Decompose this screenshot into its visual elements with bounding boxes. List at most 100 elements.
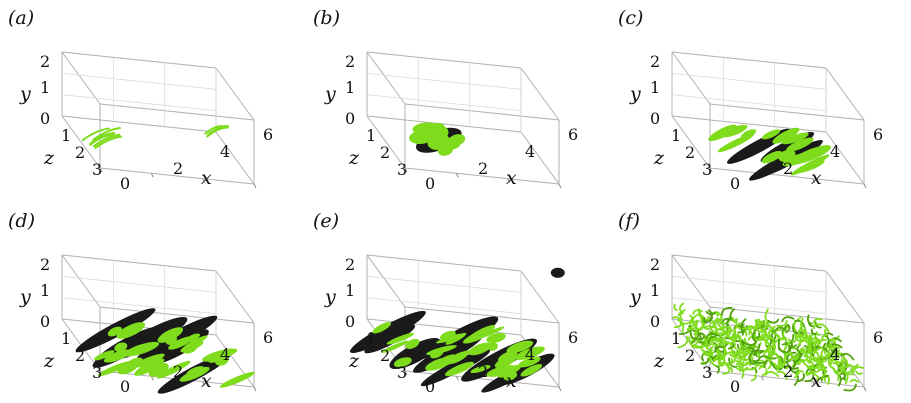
y-tick-label: 0 [345,312,355,331]
y-axis-label: y [19,83,31,105]
vortex-filament [745,361,752,367]
y-axis-label: y [19,286,31,308]
x-axis-label: x [811,370,822,392]
vortex-filament [735,360,744,371]
x-tick-label: 2 [478,159,488,178]
vortex-filament [849,378,860,383]
x-tick-label: 2 [783,159,793,178]
x-tick [455,376,459,381]
vortex-filament [694,323,703,331]
box-edge [366,254,406,308]
vortex-filament [820,356,826,370]
x-tick [863,183,867,189]
x-tick [863,386,867,392]
vortex-filament [764,308,771,324]
vortex-filament [783,352,793,358]
vortex-filament [717,341,726,346]
vortex-filament [785,324,791,334]
vortex-tube [133,353,165,368]
panel-label: (e) [313,210,339,232]
z-tick-label: 1 [366,126,376,145]
vortex-filament [816,368,826,381]
vortex-tube [186,366,205,376]
vortex-filament [791,356,799,368]
vortex-filament [741,327,753,335]
vortex-tube [107,326,122,337]
vortex-filament [737,359,751,367]
z-tick-label: 3 [397,160,407,179]
vortex-filament [716,365,720,374]
vortex-tube [386,332,415,345]
vortex-filament [782,326,789,341]
vortex-filament [679,318,693,325]
x-tick [99,167,103,173]
vortex-filament [812,350,820,361]
vortex-filament [828,348,837,362]
x-tick-label: 4 [830,142,840,161]
vortex-filament [767,318,780,324]
vortex-tube [782,132,809,145]
vortex-filament [727,366,734,373]
box-edge [709,167,865,185]
flow-structures [672,302,864,392]
vortex-filament [692,309,703,315]
vortex-filament [728,357,738,368]
vortex-filament [737,347,745,354]
vortex-filament [813,339,821,354]
vortex-filament [733,322,741,339]
vortex-filament [733,342,738,350]
grid-line [671,72,827,90]
x-tick-label: 0 [425,174,435,193]
vortex-filament [760,336,771,342]
vortex-tube [518,356,541,368]
box-edge [61,51,217,69]
bounding-box [366,51,560,185]
vortex-tube [487,342,498,351]
x-tick-label: 6 [873,328,883,347]
vortex-filament [719,318,732,329]
x-axis-label: x [201,167,212,189]
y-tick-label: 0 [650,312,660,331]
x-tick-label: 6 [568,328,578,347]
vortex-tube [123,341,160,357]
panel-label: (b) [313,7,340,29]
vortex-tube [426,345,457,356]
vortex-filament [809,347,819,363]
bounding-box [61,51,255,185]
vortex-filament [739,337,748,350]
panel-label: (a) [8,7,34,29]
vortex-filament [795,370,804,376]
vortex-filament [793,316,802,332]
z-tick-label: 2 [75,346,85,365]
grid-line [366,94,522,112]
vortex-tube [168,336,193,350]
vortex-tube [116,322,146,339]
z-axis-label: z [43,147,55,169]
vortex-tube [786,137,814,152]
vortex-filament [726,317,731,327]
flow-structures [349,267,565,393]
box-edge [99,103,255,121]
grid-line [671,275,827,293]
vortex-filament [810,328,817,336]
x-tick-label: 2 [173,159,183,178]
vortex-filament [749,359,758,365]
box-edge [215,270,255,324]
vortex-filament [794,350,802,364]
vortex-filament [753,349,766,357]
x-tick [150,173,154,178]
x-axis-label: x [201,370,212,392]
vortex-filament [786,361,799,370]
z-axis-label: z [653,147,665,169]
vortex-tube [497,364,522,378]
x-tick-label: 2 [783,362,793,381]
box-edge [520,67,560,121]
vortex-filament [716,352,722,364]
vortex-tube [393,357,412,368]
vortex-filament [812,323,818,330]
vortex-filament [788,341,793,351]
vortex-filament [673,303,678,311]
x-tick-label: 4 [220,142,230,161]
vortex-tube [721,124,748,138]
vortex-filament [732,333,737,342]
